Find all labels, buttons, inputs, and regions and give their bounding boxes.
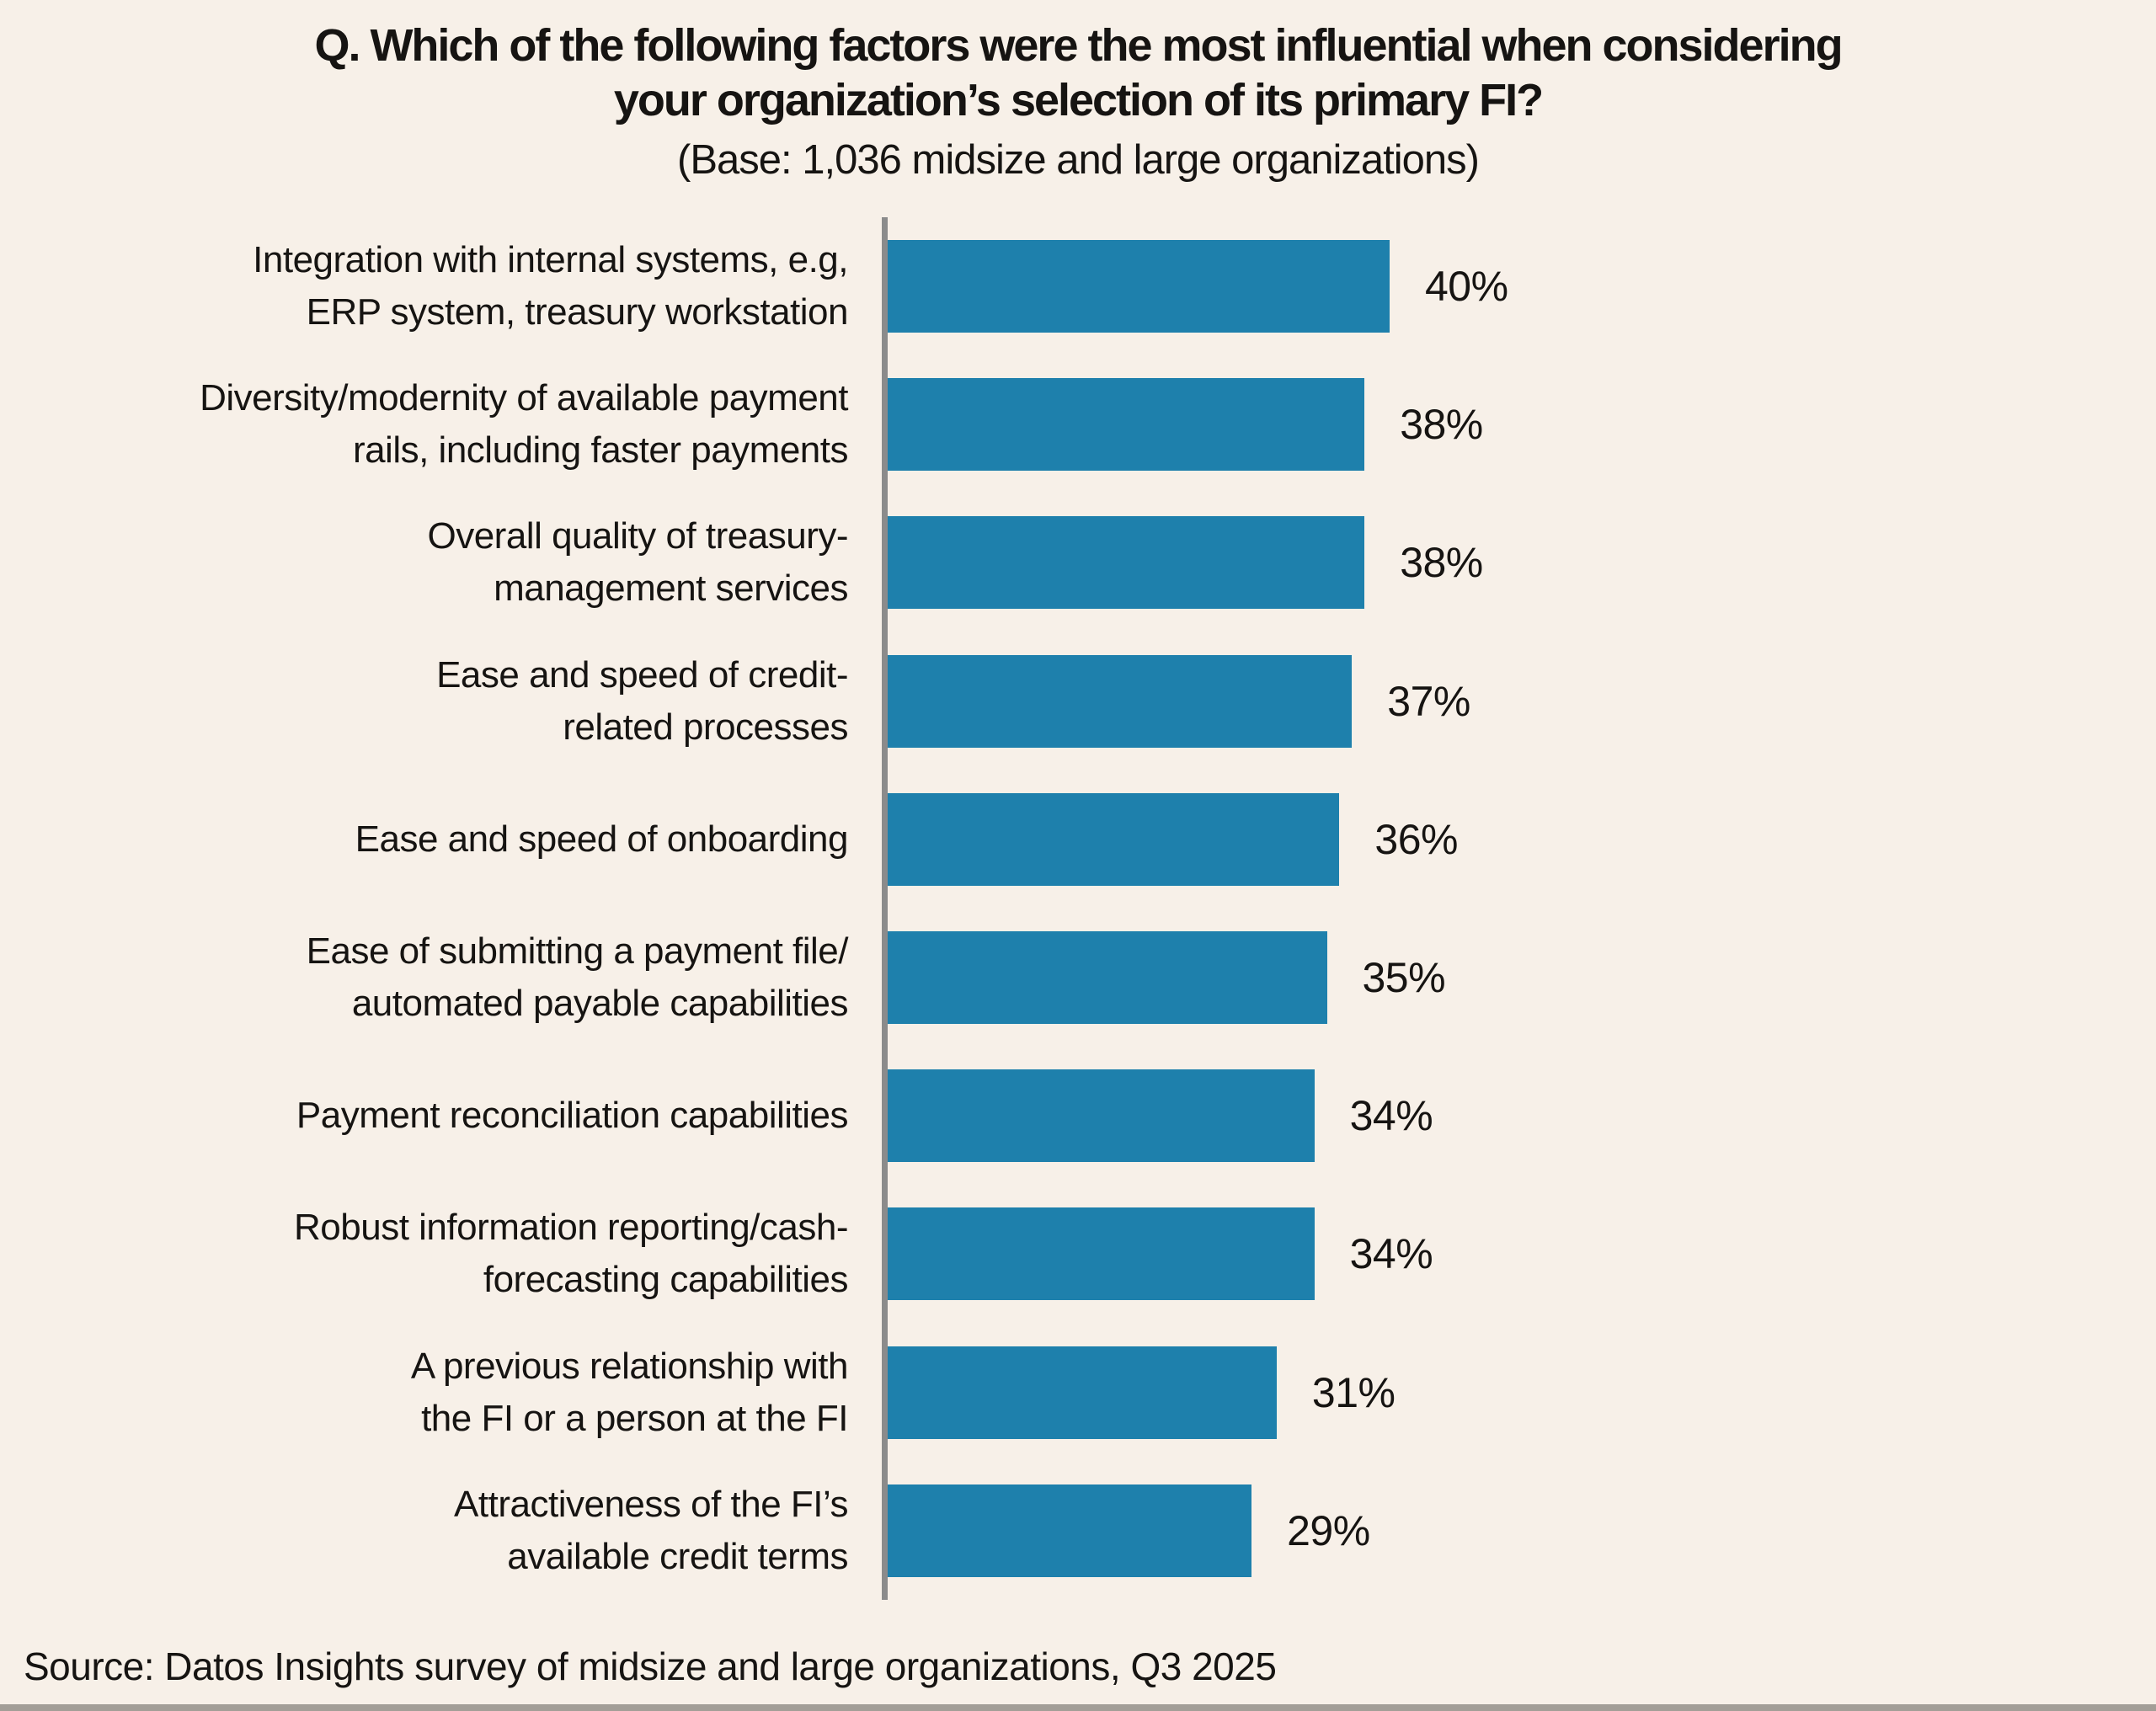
bar-zone: 34% [882, 1047, 2143, 1185]
category-label: Overall quality of treasury- management … [427, 515, 848, 610]
bar-row: Attractiveness of the FI’s available cre… [0, 1462, 2143, 1600]
value-label: 34% [1349, 1230, 1433, 1278]
bar-zone: 36% [882, 770, 2143, 909]
bar-row: Robust information reporting/cash- forec… [0, 1185, 2143, 1323]
bar-row: Ease and speed of credit- related proces… [0, 632, 2143, 770]
value-label: 38% [1400, 401, 1483, 449]
value-label: 36% [1374, 815, 1458, 863]
category-label: Integration with internal systems, e.g, … [253, 239, 848, 333]
bar-row: Overall quality of treasury- management … [0, 493, 2143, 632]
value-label: 35% [1362, 954, 1446, 1002]
value-label: 37% [1387, 677, 1470, 725]
bar-zone: 29% [882, 1462, 2143, 1600]
category-label: Attractiveness of the FI’s available cre… [454, 1483, 848, 1577]
bar [888, 240, 1390, 333]
y-axis-line [882, 217, 888, 1600]
category-label: Robust information reporting/cash- forec… [294, 1207, 849, 1301]
bar-chart: Integration with internal systems, e.g, … [0, 217, 2143, 1600]
source-note: Source: Datos Insights survey of midsize… [24, 1644, 1277, 1688]
bar [888, 931, 1327, 1025]
value-label: 40% [1425, 263, 1508, 311]
chart-title: Q. Which of the following factors were t… [314, 20, 1843, 125]
bar [888, 1346, 1277, 1439]
bar-zone: 37% [882, 632, 2143, 770]
category-label: Ease and speed of onboarding [355, 818, 849, 860]
value-label: 29% [1287, 1506, 1370, 1554]
bar-zone: 35% [882, 909, 2143, 1047]
bar-row: A previous relationship with the FI or a… [0, 1324, 2143, 1462]
chart-header: Q. Which of the following factors were t… [0, 19, 2156, 185]
chart-subtitle: (Base: 1,036 midsize and large organizat… [677, 137, 1480, 183]
bottom-edge-strip [0, 1704, 2156, 1711]
category-label: Ease of submitting a payment file/ autom… [306, 930, 849, 1025]
bar [888, 1207, 1315, 1301]
bar-zone: 31% [882, 1324, 2143, 1462]
bar [888, 1484, 1252, 1577]
bar [888, 378, 1365, 472]
category-label: Payment reconciliation capabilities [296, 1095, 849, 1137]
value-label: 38% [1400, 539, 1483, 587]
bar-zone: 40% [882, 217, 2143, 355]
bar-row: Payment reconciliation capabilities 34% [0, 1047, 2143, 1185]
category-label: Diversity/modernity of available payment… [200, 377, 848, 472]
category-label: Ease and speed of credit- related proces… [436, 653, 848, 748]
bar [888, 1069, 1315, 1163]
bar [888, 792, 1340, 886]
bar-zone: 34% [882, 1185, 2143, 1323]
category-label: A previous relationship with the FI or a… [410, 1345, 849, 1439]
bar-row: Ease of submitting a payment file/ autom… [0, 909, 2143, 1047]
value-label: 31% [1311, 1368, 1396, 1416]
bar-zone: 38% [882, 493, 2143, 632]
value-label: 34% [1349, 1092, 1433, 1140]
bar-row: Ease and speed of onboarding 36% [0, 770, 2143, 909]
bar [888, 516, 1365, 610]
bar-row: Diversity/modernity of available payment… [0, 355, 2143, 493]
bar-row: Integration with internal systems, e.g, … [0, 217, 2143, 355]
bar [888, 654, 1353, 748]
bar-zone: 38% [882, 355, 2143, 493]
